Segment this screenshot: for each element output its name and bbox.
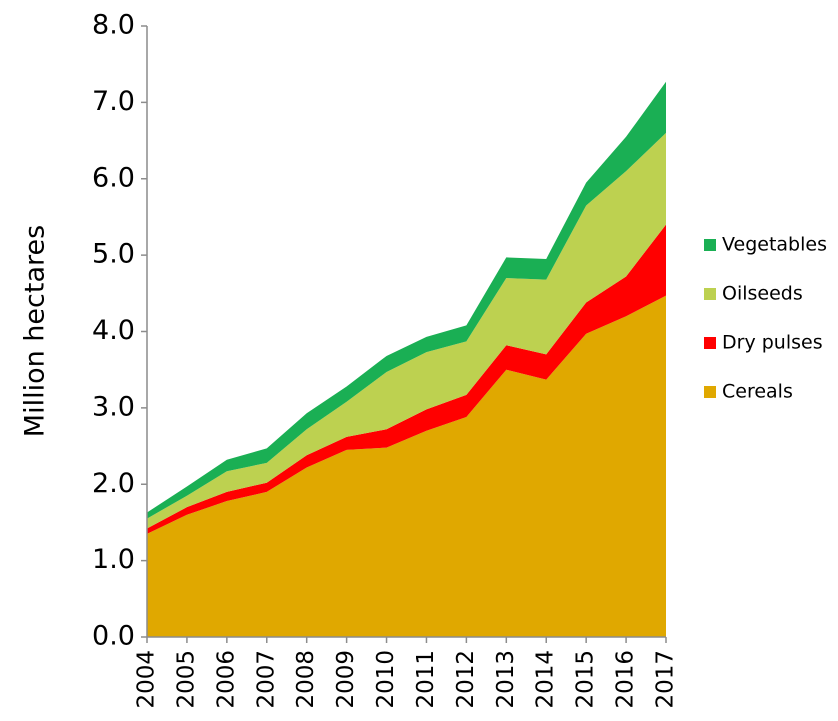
legend-swatch: [704, 239, 716, 251]
x-tick-label: 2005: [173, 650, 199, 709]
x-tick-label: 2016: [613, 650, 639, 709]
y-tick-label: 8.0: [92, 10, 135, 41]
y-tick-label: 7.0: [92, 86, 135, 117]
y-tick-label: 5.0: [92, 239, 135, 270]
x-tick-label: 2006: [213, 650, 239, 709]
x-tick-label: 2004: [134, 650, 160, 709]
x-tick-label: 2015: [573, 650, 599, 709]
y-tick-label: 4.0: [92, 315, 135, 346]
y-tick-label: 1.0: [92, 544, 135, 575]
legend-label: Vegetables: [722, 234, 827, 256]
x-tick-label: 2011: [413, 650, 439, 709]
x-tick-label: 2008: [293, 650, 319, 709]
x-tick-label: 2012: [453, 650, 479, 709]
legend-swatch: [704, 288, 716, 300]
area: [147, 295, 666, 637]
legend-swatch: [704, 386, 716, 398]
y-axis-title: Million hectares: [20, 225, 51, 437]
x-tick-label: 2013: [493, 650, 519, 709]
y-tick-label: 3.0: [92, 391, 135, 422]
area: [147, 132, 666, 529]
legend-label: Oilseeds: [722, 283, 803, 305]
legend-label: Dry pulses: [722, 332, 823, 354]
legend-label: Cereals: [722, 381, 793, 403]
area: [147, 224, 666, 534]
y-tick-label: 6.0: [92, 162, 135, 193]
x-tick-label: 2009: [333, 650, 359, 709]
x-tick-label: 2007: [253, 650, 279, 709]
x-tick-label: 2017: [653, 650, 679, 709]
x-tick-label: 2010: [373, 650, 399, 709]
legend-swatch: [704, 337, 716, 349]
y-tick-label: 0.0: [92, 621, 135, 652]
y-tick-label: 2.0: [92, 468, 135, 499]
x-tick-label: 2014: [533, 650, 559, 709]
